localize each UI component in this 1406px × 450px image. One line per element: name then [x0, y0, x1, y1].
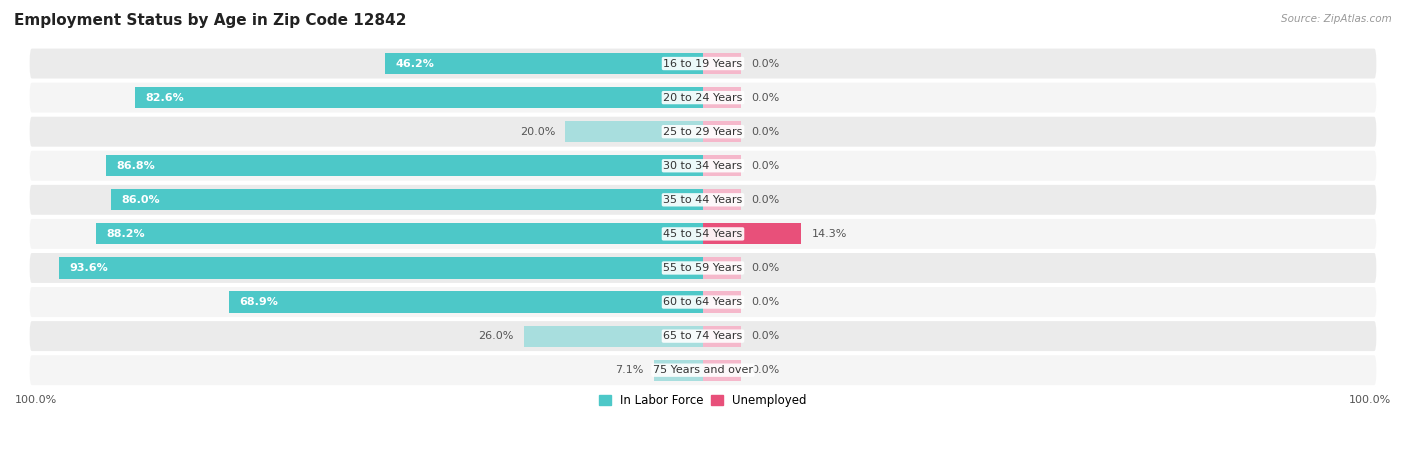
Bar: [385, 53, 703, 74]
Text: 88.2%: 88.2%: [107, 229, 145, 239]
Bar: [703, 257, 741, 279]
Bar: [703, 360, 741, 381]
Text: 100.0%: 100.0%: [1348, 395, 1391, 405]
Bar: [524, 325, 703, 346]
Bar: [703, 155, 741, 176]
FancyBboxPatch shape: [28, 286, 1378, 318]
Text: 7.1%: 7.1%: [616, 365, 644, 375]
Bar: [96, 223, 703, 244]
FancyBboxPatch shape: [28, 252, 1378, 284]
Text: 0.0%: 0.0%: [751, 161, 779, 171]
Bar: [105, 155, 703, 176]
Bar: [703, 87, 741, 108]
Text: 0.0%: 0.0%: [751, 297, 779, 307]
Text: 25 to 29 Years: 25 to 29 Years: [664, 127, 742, 137]
Text: 30 to 34 Years: 30 to 34 Years: [664, 161, 742, 171]
Text: Employment Status by Age in Zip Code 12842: Employment Status by Age in Zip Code 128…: [14, 14, 406, 28]
Text: 14.3%: 14.3%: [811, 229, 846, 239]
Bar: [654, 360, 703, 381]
Text: 0.0%: 0.0%: [751, 365, 779, 375]
Text: 20 to 24 Years: 20 to 24 Years: [664, 93, 742, 103]
Text: 93.6%: 93.6%: [69, 263, 108, 273]
Bar: [703, 53, 741, 74]
Text: 65 to 74 Years: 65 to 74 Years: [664, 331, 742, 341]
Bar: [703, 121, 741, 142]
Text: 100.0%: 100.0%: [15, 395, 58, 405]
Bar: [565, 121, 703, 142]
Text: 0.0%: 0.0%: [751, 93, 779, 103]
FancyBboxPatch shape: [28, 48, 1378, 80]
Text: 86.8%: 86.8%: [117, 161, 155, 171]
FancyBboxPatch shape: [28, 320, 1378, 352]
Text: 45 to 54 Years: 45 to 54 Years: [664, 229, 742, 239]
Text: 0.0%: 0.0%: [751, 195, 779, 205]
Bar: [703, 189, 741, 211]
FancyBboxPatch shape: [28, 150, 1378, 182]
Text: 35 to 44 Years: 35 to 44 Years: [664, 195, 742, 205]
FancyBboxPatch shape: [28, 354, 1378, 386]
Bar: [59, 257, 703, 279]
Bar: [229, 292, 703, 313]
FancyBboxPatch shape: [28, 116, 1378, 148]
Legend: In Labor Force, Unemployed: In Labor Force, Unemployed: [595, 390, 811, 412]
Text: 55 to 59 Years: 55 to 59 Years: [664, 263, 742, 273]
Text: 68.9%: 68.9%: [239, 297, 278, 307]
Text: 60 to 64 Years: 60 to 64 Years: [664, 297, 742, 307]
Bar: [703, 292, 741, 313]
Text: 26.0%: 26.0%: [478, 331, 513, 341]
Text: 16 to 19 Years: 16 to 19 Years: [664, 58, 742, 68]
FancyBboxPatch shape: [28, 81, 1378, 113]
Text: 82.6%: 82.6%: [145, 93, 184, 103]
Text: 46.2%: 46.2%: [395, 58, 434, 68]
Text: 86.0%: 86.0%: [122, 195, 160, 205]
Bar: [135, 87, 703, 108]
Bar: [703, 223, 801, 244]
Text: 20.0%: 20.0%: [520, 127, 555, 137]
FancyBboxPatch shape: [28, 184, 1378, 216]
Bar: [703, 325, 741, 346]
Text: 0.0%: 0.0%: [751, 127, 779, 137]
Text: 0.0%: 0.0%: [751, 58, 779, 68]
Text: 75 Years and over: 75 Years and over: [652, 365, 754, 375]
FancyBboxPatch shape: [28, 218, 1378, 250]
Text: 0.0%: 0.0%: [751, 331, 779, 341]
Bar: [111, 189, 703, 211]
Text: Source: ZipAtlas.com: Source: ZipAtlas.com: [1281, 14, 1392, 23]
Text: 0.0%: 0.0%: [751, 263, 779, 273]
